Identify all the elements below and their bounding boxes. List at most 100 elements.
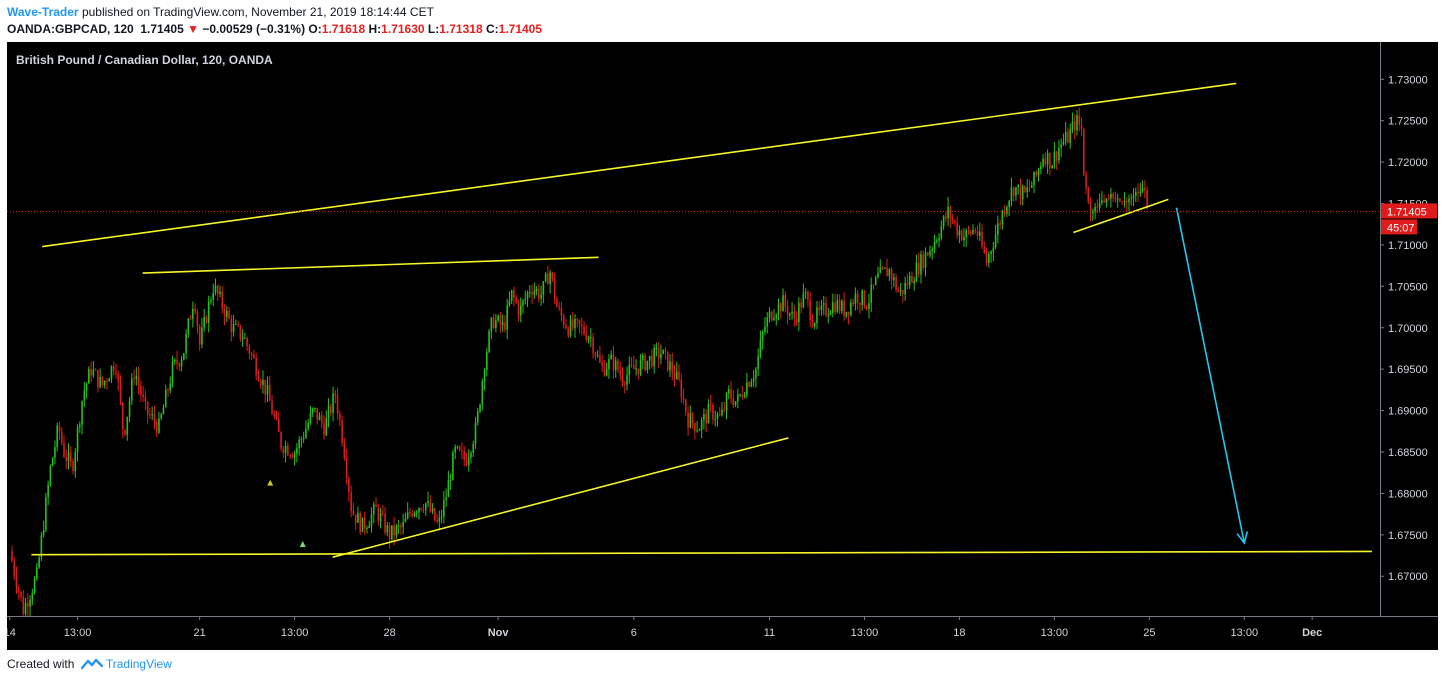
candle-down [1146, 190, 1148, 208]
candle-down [671, 361, 674, 373]
candle-up [212, 292, 215, 301]
candle-down [621, 374, 624, 384]
y-tick-label: 1.69500 [1388, 364, 1428, 376]
y-tick-label: 1.67000 [1388, 571, 1428, 583]
candle-up [662, 349, 664, 354]
candle-up [1033, 171, 1035, 186]
candle-down [140, 385, 142, 395]
candle-up [108, 379, 111, 382]
candle-up [635, 368, 637, 370]
candle-up [1071, 121, 1074, 130]
candle-up [56, 425, 58, 448]
candle-down [666, 351, 669, 371]
candle-up [305, 428, 307, 438]
candle-up [587, 337, 590, 341]
candle-down [553, 278, 556, 299]
candle-down [400, 525, 402, 527]
candle-up [24, 602, 27, 615]
candle-down [793, 311, 796, 319]
candle-up [1051, 165, 1053, 169]
candle-down [250, 354, 253, 356]
candle-up [300, 438, 303, 440]
candle-up [173, 359, 176, 362]
candle-up [1141, 188, 1144, 192]
publish-header: Wave-Trader published on TradingView.com… [0, 0, 1444, 42]
candle-down [960, 230, 963, 240]
candle-down [72, 461, 74, 472]
candle-down [712, 404, 714, 420]
x-tick-label: 25 [1143, 627, 1155, 639]
candle-up [81, 401, 83, 425]
candle-up [126, 416, 129, 435]
candle-down [795, 318, 798, 323]
open-label: O: [308, 22, 322, 36]
candle-up [443, 499, 445, 517]
chart-canvas[interactable]: 1.730001.725001.720001.715001.710001.705… [7, 42, 1438, 650]
candle-up [1098, 203, 1101, 208]
candle-up [750, 381, 753, 387]
last-price: 1.71405 [140, 22, 184, 36]
candle-up [1123, 200, 1126, 202]
candle-down [246, 338, 248, 347]
candle-up [456, 446, 459, 448]
tradingview-brand-link[interactable]: TradingView [105, 657, 172, 671]
candle-down [592, 337, 594, 354]
candle-up [608, 358, 610, 370]
candle-up [47, 484, 49, 498]
candle-down [133, 378, 135, 380]
chart-area[interactable]: 1.730001.725001.720001.715001.710001.705… [7, 42, 1438, 650]
candle-up [990, 251, 992, 255]
y-tick-label: 1.72000 [1388, 157, 1428, 169]
author-link[interactable]: Wave-Trader [7, 5, 79, 19]
candle-down [630, 364, 633, 366]
candle-down [741, 394, 744, 398]
candle-up [703, 413, 705, 420]
candle-up [158, 418, 160, 433]
candle-up [759, 340, 762, 357]
candle-up [486, 351, 488, 370]
candle-down [146, 401, 149, 415]
candle-up [775, 315, 778, 318]
candle-up [1001, 211, 1004, 225]
candle-up [447, 480, 450, 498]
candle-down [565, 325, 567, 329]
candle-down [1137, 192, 1139, 194]
candle-down [320, 415, 323, 424]
candle-down [571, 319, 574, 329]
candle-up [1092, 211, 1094, 214]
candle-down [124, 429, 126, 435]
candle-down [289, 455, 291, 457]
candle-up [1030, 185, 1033, 188]
candle-down [709, 403, 712, 405]
candle-up [180, 359, 183, 367]
tradingview-logo-icon [80, 658, 103, 670]
candle-up [241, 338, 244, 340]
candle-down [558, 306, 560, 309]
candle-up [936, 240, 938, 242]
candle-down [216, 285, 219, 294]
candle-up [899, 290, 902, 292]
candle-down [13, 561, 16, 576]
candle-down [504, 322, 506, 330]
candle-up [716, 414, 719, 420]
x-tick-label: 13:00 [1041, 627, 1069, 639]
candle-up [997, 223, 999, 235]
candle-down [230, 318, 233, 333]
candle-down [167, 389, 169, 391]
candle-up [31, 592, 34, 600]
candle-up [169, 383, 172, 391]
x-tick-label: 13:00 [851, 627, 879, 639]
candle-up [51, 457, 54, 466]
candle-down [271, 401, 273, 415]
candle-up [298, 439, 300, 449]
candle-up [332, 393, 334, 413]
candle-down [178, 363, 181, 367]
candle-down [1121, 201, 1124, 203]
candle-up [992, 247, 995, 252]
candle-down [567, 328, 570, 336]
candle-up [29, 599, 31, 607]
candle-up [472, 443, 475, 453]
candle-down [15, 575, 18, 589]
low-label: L: [427, 22, 440, 36]
candle-down [137, 376, 140, 386]
